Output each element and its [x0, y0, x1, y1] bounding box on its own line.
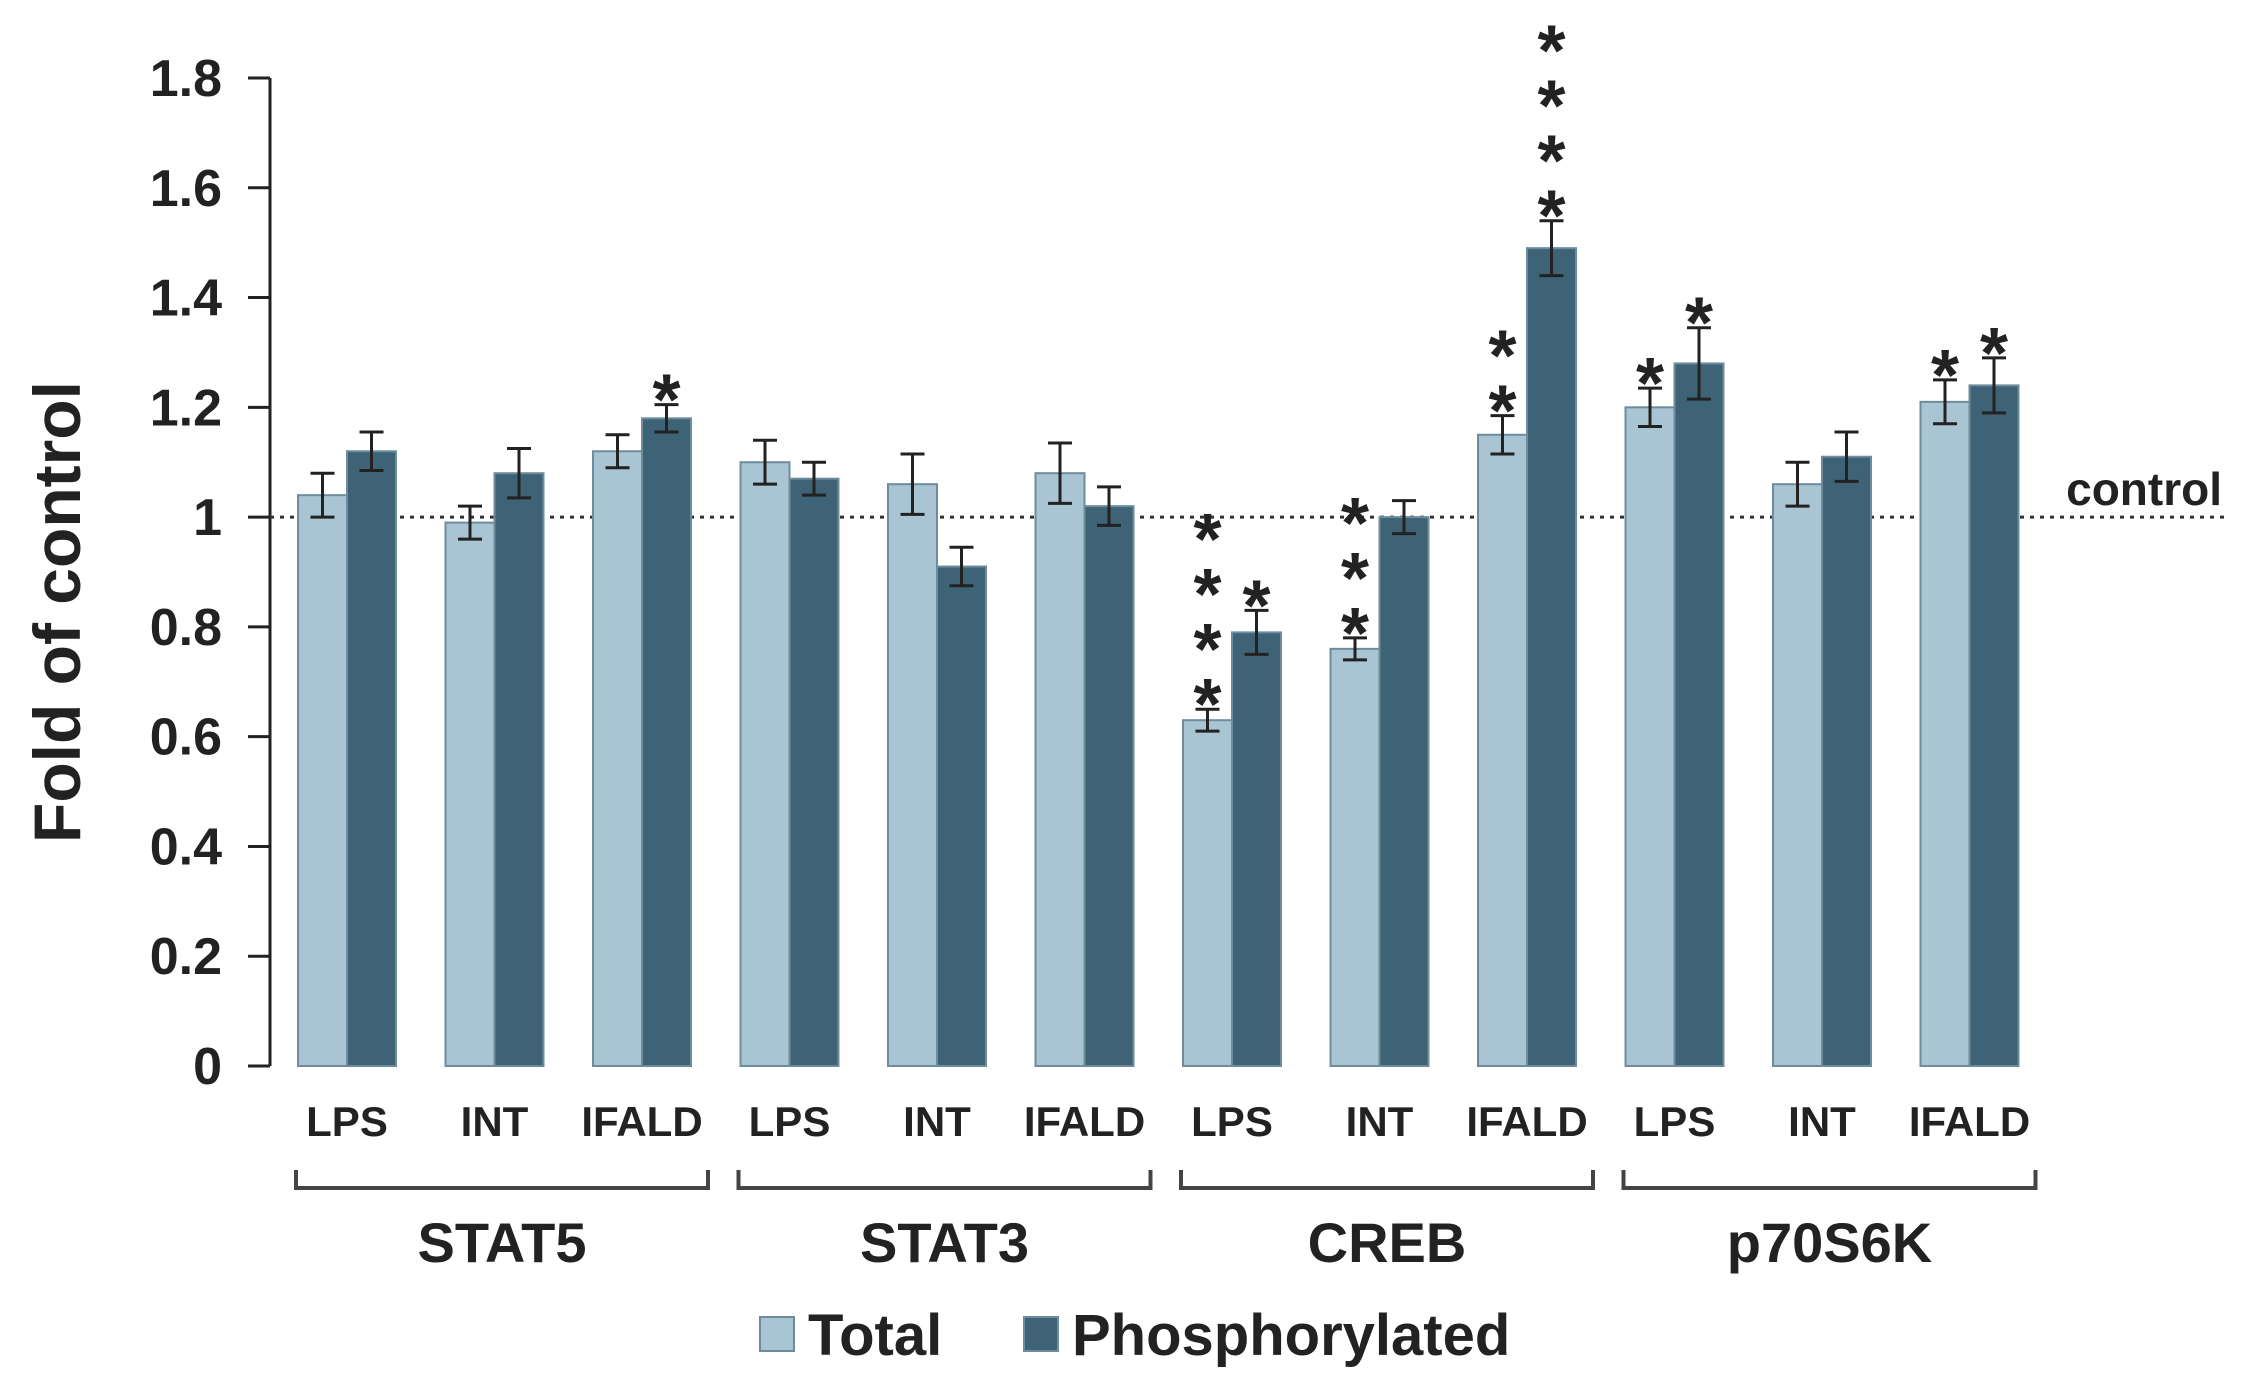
bar-total: [1919, 400, 1971, 1068]
y-tick-label: 0.4: [150, 818, 222, 876]
significance-star: *: [1193, 610, 1221, 690]
bar-total: [1034, 472, 1086, 1067]
bar-total: [1624, 406, 1676, 1068]
group-label: p70S6K: [1727, 1211, 1932, 1274]
category-label: IFALD: [1024, 1098, 1145, 1145]
bars: ****** ************ *: [297, 12, 2020, 1068]
significance-star: *: [1537, 122, 1565, 202]
bar-total: [739, 461, 791, 1067]
control-reference-line: control: [270, 463, 2228, 519]
category-label: IFALD: [581, 1098, 702, 1145]
significance-star: *: [1193, 555, 1221, 635]
significance-star: *: [1341, 484, 1369, 564]
bar-total: [1182, 719, 1233, 1067]
category-label: LPS: [749, 1098, 831, 1145]
bar-phosphorylated: [346, 450, 397, 1067]
bar-total: [592, 450, 643, 1067]
significance-star: *: [1537, 177, 1565, 257]
category-label: IFALD: [1466, 1098, 1587, 1145]
bar-total: [1329, 647, 1381, 1067]
bar-total: [887, 483, 938, 1067]
category-label: INT: [903, 1098, 971, 1145]
legend-label-total: Total: [808, 1303, 942, 1368]
bar-phosphorylated: [1231, 631, 1282, 1068]
significance-star: *: [1488, 317, 1516, 397]
bar-total: [444, 521, 496, 1067]
group-bracket: [1179, 1170, 1595, 1190]
legend: Total Phosphorylated: [759, 1303, 1510, 1368]
significance-star: *: [1537, 12, 1565, 92]
y-tick-label: 1: [193, 489, 222, 547]
significance-star: *: [1537, 67, 1565, 147]
significance-star: *: [1341, 539, 1369, 619]
legend-label-phosphorylated: Phosphorylated: [1072, 1303, 1510, 1368]
bar-total: [1477, 433, 1528, 1067]
bar-phosphorylated: [936, 565, 987, 1067]
significance-star: *: [1488, 372, 1516, 452]
group-bracket: [1621, 1170, 2038, 1190]
bar-phosphorylated: [493, 472, 545, 1067]
significance-star: *: [1980, 314, 2008, 394]
y-tick-label: 0.6: [150, 709, 222, 767]
significance-star: *: [1931, 336, 1959, 416]
bar-phosphorylated: [788, 477, 840, 1067]
y-tick-label: 0.2: [150, 928, 222, 986]
legend-swatch-total: [759, 1316, 795, 1352]
group-label: STAT3: [860, 1211, 1029, 1274]
y-tick-label: 0.8: [150, 599, 222, 657]
significance-star: *: [1341, 594, 1369, 674]
category-label: LPS: [1634, 1098, 1716, 1145]
bar-phosphorylated: [1083, 505, 1135, 1067]
bar-phosphorylated: [1526, 247, 1577, 1067]
category-label: INT: [1788, 1098, 1856, 1145]
group-bracket: [294, 1170, 710, 1190]
category-label: INT: [461, 1098, 529, 1145]
bar-phosphorylated: [1821, 455, 1872, 1067]
significance-star: *: [1685, 284, 1713, 364]
group-bracket: [736, 1170, 1153, 1190]
y-tick-label: 0: [193, 1038, 222, 1096]
control-label: control: [2066, 463, 2222, 515]
y-tick-label: 1.8: [150, 50, 222, 108]
bar-phosphorylated: [1968, 384, 2020, 1067]
bar-total: [1772, 483, 1823, 1067]
category-label: IFALD: [1909, 1098, 2030, 1145]
group-label: CREB: [1308, 1211, 1467, 1274]
legend-swatch-phosphorylated: [1023, 1316, 1059, 1352]
y-tick-label: 1.4: [150, 270, 222, 328]
significance-star: *: [1193, 500, 1221, 580]
group-label: STAT5: [417, 1211, 586, 1274]
y-tick-label: 1.6: [150, 160, 222, 218]
bar-phosphorylated: [1378, 516, 1430, 1067]
significance-star: *: [1242, 566, 1270, 646]
y-axis: 0 0.2 0.4 0.6 0.8 1 1.2 1.4 1.6 1.8 Fold of contro…: [20, 50, 272, 1096]
category-label: INT: [1346, 1098, 1414, 1145]
category-label: LPS: [1191, 1098, 1273, 1145]
significance-star: *: [1636, 344, 1664, 424]
bar-phosphorylated: [1673, 362, 1725, 1067]
significance-star: *: [652, 361, 680, 441]
bar-total: [297, 494, 348, 1067]
x-axis: LPS INT IFALD STAT5 LPS INT IFALD STAT3 LPS INT IF…: [294, 1098, 2038, 1274]
category-label: LPS: [306, 1098, 388, 1145]
y-axis-title: Fold of control: [20, 381, 94, 843]
significance-star: *: [1193, 665, 1221, 745]
bar-phosphorylated: [641, 417, 692, 1067]
y-tick-label: 1.2: [150, 379, 222, 437]
